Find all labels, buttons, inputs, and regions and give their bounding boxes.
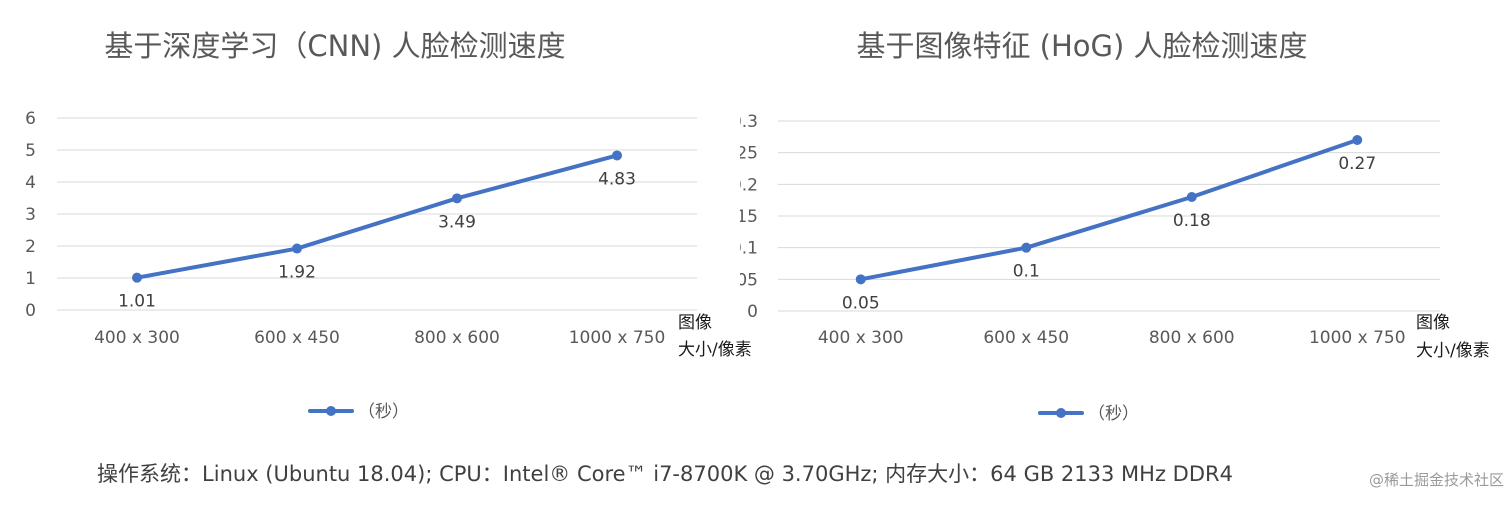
x-tick-label: 400 x 300 (818, 328, 904, 348)
data-label: 0.05 (842, 293, 880, 313)
chart-title: 基于深度学习（CNN) 人脸检测速度 (104, 29, 565, 63)
watermark: @稀土掘金技术社区 (1368, 471, 1504, 489)
data-label: 0.27 (1338, 154, 1376, 174)
x-tick-label: 600 x 450 (254, 328, 340, 348)
data-point (132, 272, 142, 283)
system-specs-footer: 操作系统：Linux (Ubuntu 18.04); CPU：Intel® Co… (97, 462, 1233, 486)
data-label: 1.01 (118, 292, 156, 312)
data-point (292, 243, 302, 254)
legend-swatch-marker (326, 406, 336, 416)
y-tick-label: 0.05 (740, 270, 758, 290)
data-point (612, 150, 622, 161)
x-tick-label: 400 x 300 (94, 328, 180, 348)
y-tick-label: 5 (25, 141, 36, 161)
x-tick-label: 1000 x 750 (569, 328, 666, 348)
x-tick-label: 600 x 450 (983, 328, 1069, 348)
y-tick-label: 0.2 (740, 175, 758, 195)
y-tick-label: 0.15 (740, 207, 758, 227)
y-tick-label: 0 (25, 301, 36, 321)
x-tick-label: 800 x 600 (1149, 328, 1235, 348)
x-tick-label: 800 x 600 (414, 328, 500, 348)
data-point (452, 193, 462, 204)
series-line (858, 138, 1360, 282)
data-point (855, 274, 866, 285)
y-tick-label: 0.3 (740, 112, 758, 132)
data-point (1021, 242, 1032, 253)
data-label: 0.18 (1173, 211, 1211, 231)
y-tick-label: 4 (25, 173, 36, 193)
legend-label: （秒） (358, 402, 409, 422)
data-point (1352, 135, 1363, 145)
y-tick-label: 0.1 (740, 239, 758, 259)
cnn-speed-chart: 基于深度学习（CNN) 人脸检测速度 0 1 2 3 4 5 6 400 x 300 600 x … (25, 29, 752, 422)
data-label: 4.83 (598, 169, 636, 189)
series-line (135, 153, 619, 280)
legend-swatch-marker (1056, 408, 1066, 418)
chart-title: 基于图像特征 (HoG) 人脸检测速度 (856, 29, 1307, 63)
y-tick-label: 0 (747, 302, 758, 322)
y-tick-label: 1 (25, 269, 36, 289)
legend-label: （秒） (1088, 404, 1139, 424)
x-axis-unit-line1: 图像 (678, 313, 712, 333)
y-tick-label: 3 (25, 205, 36, 225)
x-axis-unit-line2: 大小/像素 (1416, 341, 1490, 361)
y-tick-label: 2 (25, 237, 36, 257)
data-label: 1.92 (278, 263, 316, 283)
data-label: 0.1 (1013, 262, 1040, 282)
data-label: 3.49 (438, 212, 476, 232)
x-tick-label: 1000 x 750 (1309, 328, 1406, 348)
x-axis-unit-line2: 大小/像素 (678, 340, 752, 360)
data-point (1186, 192, 1197, 202)
y-tick-label: 6 (25, 109, 36, 129)
x-axis-unit-line1: 图像 (1416, 313, 1450, 333)
y-tick-label: 0.25 (740, 144, 758, 164)
hog-speed-chart: 基于图像特征 (HoG) 人脸检测速度 0 0.05 0.1 0.15 0.2 0.25 0.… (740, 29, 1490, 424)
